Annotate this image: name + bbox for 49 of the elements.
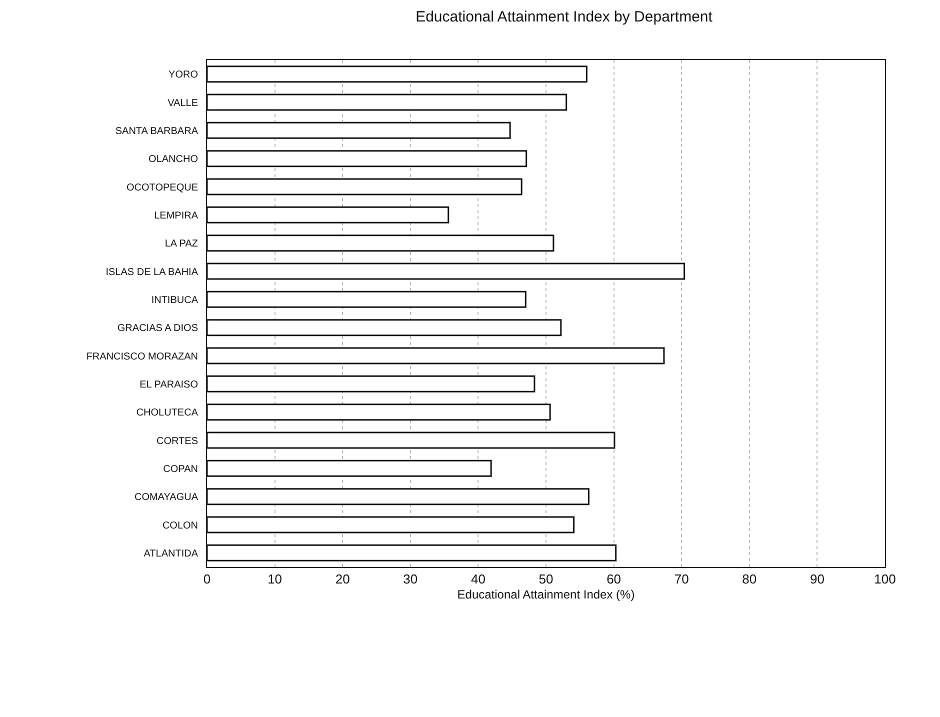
bar — [207, 516, 575, 534]
y-tick-label: LA PAZ — [164, 238, 198, 250]
y-tick-label: COMAYAGUA — [134, 492, 198, 504]
x-tick-label: 60 — [606, 572, 622, 587]
x-tick-label: 100 — [874, 572, 896, 587]
x-tick-label: 0 — [203, 572, 211, 587]
bar — [207, 404, 551, 421]
bar — [207, 347, 665, 364]
x-tick-label: 40 — [470, 572, 486, 587]
x-tick-label: 50 — [538, 572, 554, 587]
bar — [207, 94, 568, 111]
x-tick-label: 70 — [674, 572, 689, 587]
y-tick-label: OCOTOPEQUE — [126, 182, 198, 194]
y-tick-label: GRACIAS A DIOS — [117, 323, 198, 334]
y-tick-label: INTIBUCA — [151, 294, 198, 306]
y-tick-label: VALLE — [168, 98, 198, 109]
y-tick-label: ISLAS DE LA BAHIA — [106, 266, 198, 278]
y-tick-label: LEMPIRA — [154, 210, 198, 222]
x-tick-label: 90 — [810, 572, 824, 587]
chart-title: Educational Attainment Index by Department — [416, 8, 714, 26]
bar — [207, 460, 492, 477]
bar — [207, 319, 562, 336]
x-axis-title: Educational Attainment Index (%) — [457, 588, 635, 602]
y-tick-label: FRANCISCO MORAZAN — [86, 351, 198, 362]
bar — [207, 234, 554, 252]
x-tick-label: 10 — [268, 572, 282, 587]
y-tick-label: COLON — [162, 520, 198, 532]
bar — [207, 262, 686, 280]
bar — [207, 432, 616, 449]
y-tick-label: COPAN — [163, 464, 198, 475]
y-tick-label: CHOLUTECA — [136, 408, 198, 419]
bar — [207, 206, 450, 224]
bar — [207, 488, 590, 506]
bar — [207, 544, 617, 562]
bar — [207, 375, 536, 392]
bar — [207, 122, 511, 139]
y-tick-label: CORTES — [156, 436, 198, 447]
x-tick-label: 20 — [335, 572, 350, 587]
bar — [207, 150, 528, 168]
bar — [207, 178, 522, 196]
y-tick-label: ATLANTIDA — [144, 548, 198, 560]
bar — [207, 66, 588, 83]
y-tick-label: SANTA BARBARA — [115, 126, 198, 137]
bar — [207, 290, 526, 308]
y-tick-label: OLANCHO — [148, 154, 198, 166]
x-tick-label: 30 — [403, 572, 418, 587]
x-tick-label: 80 — [742, 572, 757, 587]
y-tick-label: YORO — [168, 70, 198, 81]
y-tick-label: EL PARAISO — [140, 379, 198, 390]
